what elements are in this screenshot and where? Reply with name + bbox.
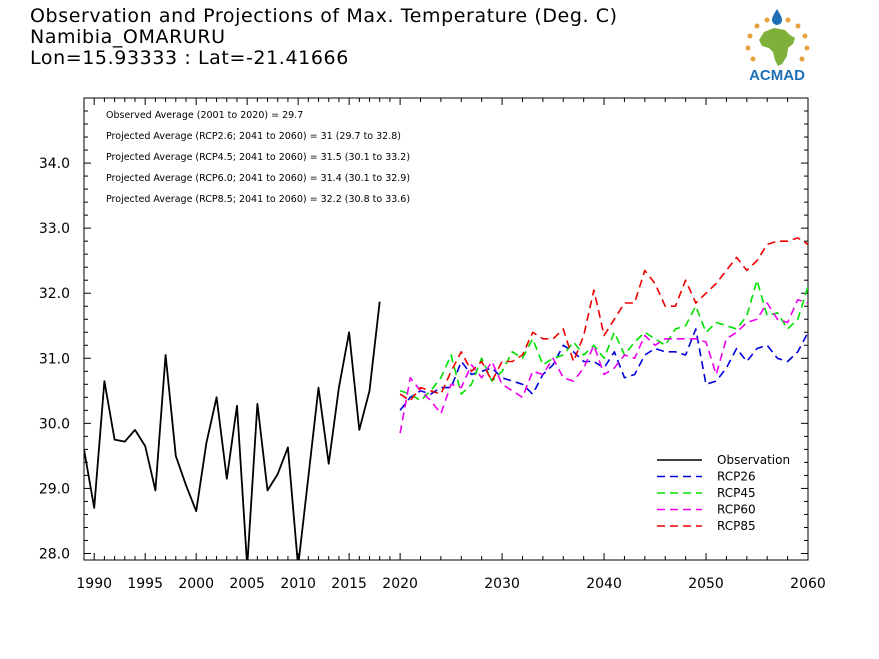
x-tick-label: 2005 xyxy=(229,576,265,592)
y-tick-label: 32.0 xyxy=(39,286,70,302)
y-tick-label: 29.0 xyxy=(39,481,70,497)
series-line-rcp26 xyxy=(399,328,808,411)
x-tick-label: 2050 xyxy=(688,576,724,592)
title-block: Observation and Projections of Max. Temp… xyxy=(30,6,618,69)
chart-title: Observation and Projections of Max. Temp… xyxy=(30,5,618,27)
series-line-rcp60 xyxy=(399,298,808,434)
logo-africa xyxy=(759,28,795,66)
logo-droplet xyxy=(772,9,782,25)
y-tick-label: 31.0 xyxy=(39,351,70,367)
logo-text: ACMAD xyxy=(749,67,805,84)
legend-label-observation: Observation xyxy=(717,453,790,467)
annotation-observed: Observed Average (2001 to 2020) = 29.7 xyxy=(106,110,303,121)
x-tick-label: 2060 xyxy=(790,576,826,592)
legend-label-rcp60: RCP60 xyxy=(717,503,756,517)
legend-label-rcp45: RCP45 xyxy=(717,486,756,500)
legend-label-rcp26: RCP26 xyxy=(717,470,756,484)
x-tick-label: 1995 xyxy=(127,576,163,592)
x-tick-label: 2000 xyxy=(178,576,214,592)
annotation-rcp60: Projected Average (RCP6.0; 2041 to 2060)… xyxy=(106,173,410,184)
coordinates-label: Lon=15.93333 : Lat=-21.41666 xyxy=(30,47,349,69)
x-tick-label: 2040 xyxy=(586,576,622,592)
series-line-rcp85 xyxy=(399,237,808,402)
series-rcp60 xyxy=(399,298,808,434)
logo-rays xyxy=(745,17,810,62)
annotation-rcp85: Projected Average (RCP8.5; 2041 to 2060)… xyxy=(106,194,410,205)
location-name: Namibia_OMARURU xyxy=(30,26,226,48)
acmad-logo: ACMAD xyxy=(745,9,810,84)
y-tick-label: 28.0 xyxy=(39,546,70,562)
annotation-rcp26: Projected Average (RCP2.6; 2041 to 2060)… xyxy=(106,131,401,142)
y-tick-label: 34.0 xyxy=(39,156,70,172)
x-tick-label: 2015 xyxy=(331,576,367,592)
series-rcp26 xyxy=(399,328,808,411)
legend: Observation RCP26 RCP45 RCP60 RCP85 xyxy=(657,453,790,533)
series-rcp85 xyxy=(399,237,808,402)
series-observation xyxy=(84,301,381,560)
x-tick-label: 1990 xyxy=(76,576,112,592)
annotations: Observed Average (2001 to 2020) = 29.7 P… xyxy=(106,110,410,205)
annotation-rcp45: Projected Average (RCP4.5; 2041 to 2060)… xyxy=(106,152,410,163)
x-tick-label: 2010 xyxy=(280,576,316,592)
series-line-rcp45 xyxy=(399,279,808,402)
x-tick-label: 2020 xyxy=(382,576,418,592)
y-tick-label: 30.0 xyxy=(39,416,70,432)
series-line-observation xyxy=(84,301,381,560)
series-rcp45 xyxy=(399,279,808,402)
plot-frame xyxy=(83,97,809,561)
legend-label-rcp85: RCP85 xyxy=(717,519,756,533)
x-tick-label: 2030 xyxy=(484,576,520,592)
y-tick-label: 33.0 xyxy=(39,221,70,237)
